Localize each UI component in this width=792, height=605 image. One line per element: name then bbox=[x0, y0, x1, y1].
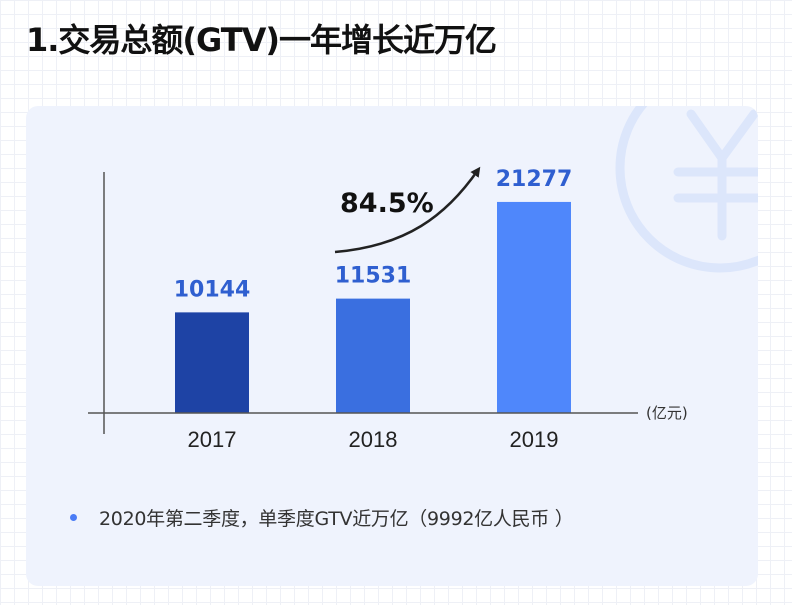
page-title: 1.交易总额(GTV)一年增长近万亿 bbox=[26, 21, 497, 59]
bar-2017 bbox=[175, 312, 249, 413]
x-tick-2018: 2018 bbox=[349, 427, 398, 452]
bar-2018 bbox=[336, 298, 410, 413]
growth-arrow bbox=[334, 166, 481, 254]
growth-annotation: 84.5% bbox=[340, 188, 434, 219]
footnote: 2020年第二季度，单季度GTV近万亿（9992亿人民币 ） bbox=[70, 502, 574, 532]
footnote-text: 2020年第二季度，单季度GTV近万亿（9992亿人民币 ） bbox=[99, 507, 574, 530]
chart-card: 10144 2017 11531 2018 21277 2019 (亿元) 84.5% 2… bbox=[26, 106, 758, 586]
bar-2019 bbox=[497, 201, 571, 413]
x-tick-2019: 2019 bbox=[510, 427, 559, 452]
data-label-2018: 11531 bbox=[335, 264, 412, 289]
yuan-icon bbox=[615, 106, 758, 273]
data-label-2019: 21277 bbox=[496, 167, 573, 192]
bullet-dot bbox=[70, 513, 77, 521]
data-label-2017: 10144 bbox=[174, 277, 251, 302]
axis-unit-label: (亿元) bbox=[646, 404, 688, 422]
gtv-bar-chart: 10144 2017 11531 2018 21277 2019 (亿元) 84.5% bbox=[88, 106, 758, 452]
x-tick-2017: 2017 bbox=[188, 427, 237, 452]
